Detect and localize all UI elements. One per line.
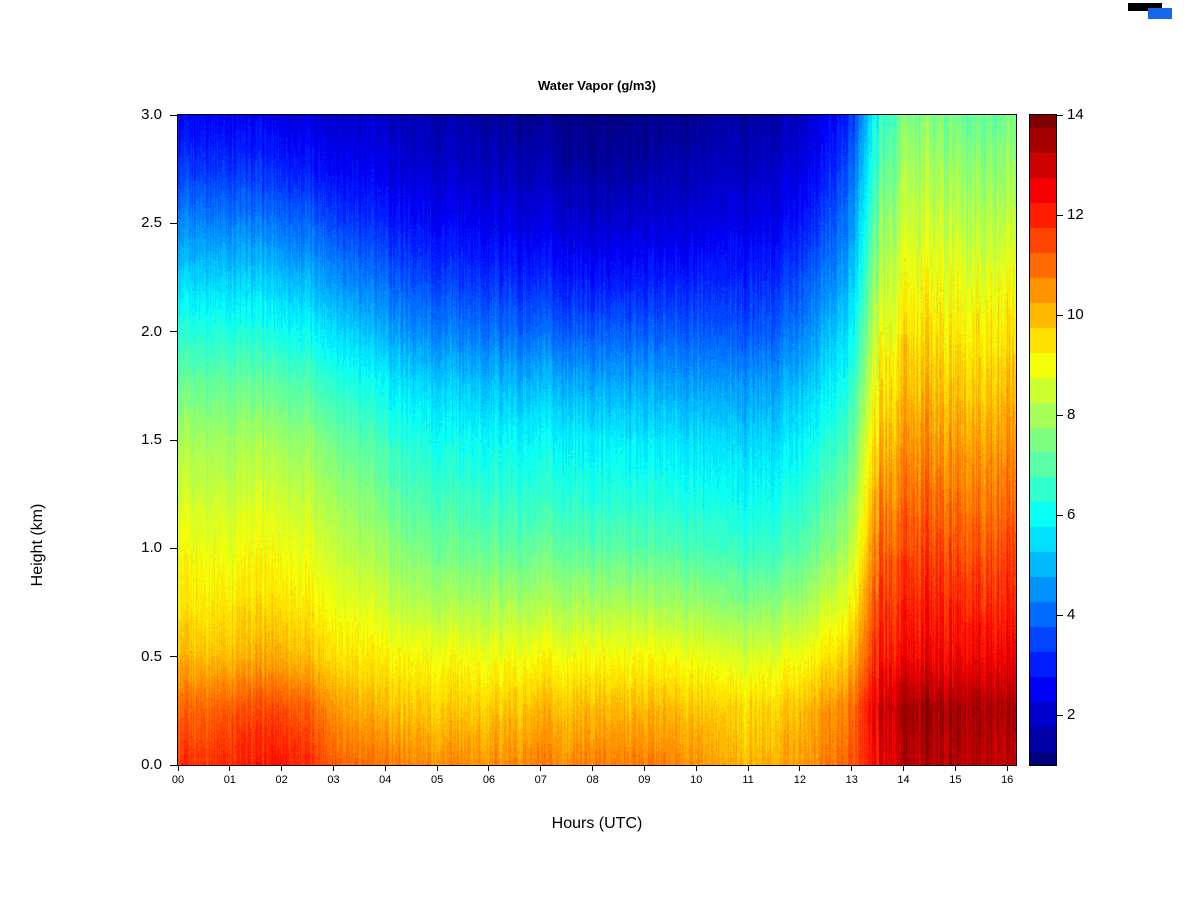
y-tick-mark — [170, 114, 177, 116]
x-tick-label: 13 — [845, 774, 858, 786]
x-tick-label: 11 — [742, 774, 754, 786]
y-tick-mark — [170, 331, 177, 333]
colorbar-tick-mark — [1057, 114, 1063, 116]
colorbar-tick-label: 8 — [1067, 406, 1076, 423]
x-tick-mark — [384, 765, 386, 771]
x-tick-label: 16 — [1001, 774, 1014, 786]
x-tick-mark — [436, 765, 438, 771]
y-tick-label: 3.0 — [141, 106, 162, 123]
x-tick-mark — [799, 765, 801, 771]
x-tick-mark — [747, 765, 749, 771]
x-tick-mark — [903, 765, 905, 771]
y-tick-mark — [170, 547, 177, 549]
x-tick-mark — [695, 765, 697, 771]
colorbar-tick-mark — [1057, 514, 1063, 516]
x-tick-label: 14 — [897, 774, 910, 786]
y-tick-label: 0.5 — [141, 647, 162, 665]
chart-title: Water Vapor (g/m3) — [538, 78, 656, 93]
x-tick-label: 07 — [534, 774, 547, 786]
colorbar-canvas — [1030, 115, 1056, 765]
colorbar-tick-mark — [1057, 714, 1063, 716]
y-tick-mark — [170, 439, 177, 441]
x-tick-label: 15 — [949, 774, 962, 786]
x-tick-label: 00 — [171, 774, 185, 786]
colorbar-tick-label: 10 — [1067, 306, 1084, 323]
x-tick-label: 05 — [430, 774, 444, 786]
y-axis-label: Height (km) — [29, 503, 46, 587]
y-tick-mark — [170, 764, 177, 766]
colorbar-tick-mark — [1057, 314, 1063, 316]
x-tick-mark — [592, 765, 594, 771]
colorbar-tick-label: 2 — [1067, 706, 1076, 723]
x-tick-label: 02 — [275, 774, 288, 786]
y-tick-label: 2.5 — [141, 214, 162, 232]
colorbar-tick-label: 6 — [1067, 506, 1076, 523]
colorbar-tick-mark — [1057, 214, 1063, 216]
x-tick-mark — [281, 765, 283, 771]
x-tick-label: 03 — [327, 774, 340, 786]
x-tick-label: 09 — [638, 774, 651, 786]
colorbar-tick-mark — [1057, 614, 1063, 616]
x-axis-label: Hours (UTC) — [551, 815, 643, 832]
y-tick-mark — [170, 656, 177, 658]
heatmap-canvas — [178, 115, 1016, 765]
x-tick-mark — [1006, 765, 1008, 771]
x-tick-label: 04 — [379, 774, 392, 786]
colorbar-tick-label: 12 — [1067, 206, 1084, 223]
y-tick-label: 1.5 — [141, 431, 162, 448]
window-artifact — [1128, 0, 1200, 22]
x-tick-mark — [540, 765, 542, 771]
x-tick-mark — [229, 765, 231, 771]
y-tick-label: 1.0 — [141, 539, 162, 557]
x-tick-mark — [488, 765, 490, 771]
x-tick-mark — [954, 765, 956, 771]
x-tick-label: 06 — [482, 774, 496, 786]
colorbar-tick-label: 4 — [1067, 606, 1076, 623]
x-tick-mark — [851, 765, 853, 771]
window-artifact-black-bar — [1128, 3, 1162, 11]
colorbar-tick-label: 14 — [1067, 106, 1084, 123]
window-artifact-blue-square — [1148, 8, 1172, 19]
x-tick-label: 01 — [223, 774, 236, 786]
y-tick-label: 2.0 — [141, 322, 162, 340]
x-tick-label: 10 — [690, 774, 703, 786]
x-tick-mark — [643, 765, 645, 771]
x-tick-mark — [177, 765, 179, 771]
y-tick-mark — [170, 222, 177, 224]
x-tick-label: 12 — [793, 774, 807, 786]
x-tick-label: 08 — [586, 774, 599, 786]
x-tick-mark — [332, 765, 334, 771]
y-tick-label: 0.0 — [141, 756, 162, 773]
colorbar-tick-mark — [1057, 414, 1063, 416]
